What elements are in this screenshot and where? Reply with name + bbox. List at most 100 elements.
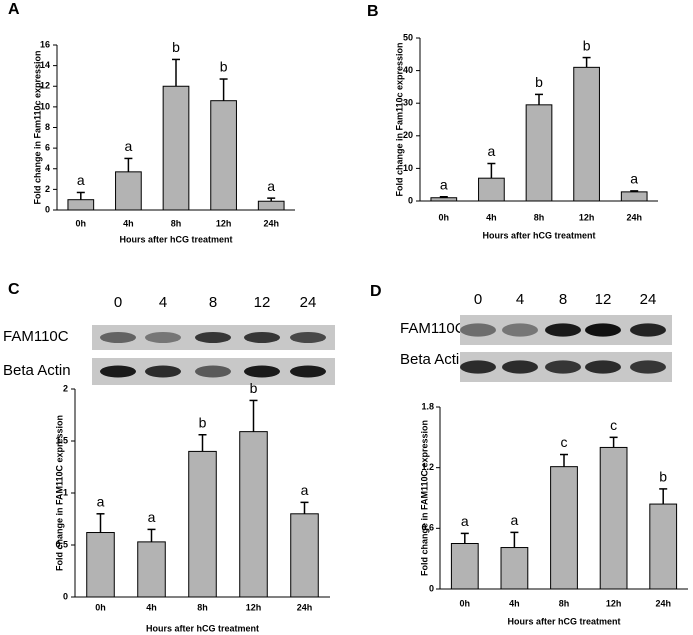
y-tick-label: 20 (403, 130, 413, 140)
significance-letter: a (148, 509, 156, 525)
x-axis-title: Hours after hCG treatment (507, 616, 620, 626)
bar (450, 543, 479, 590)
lane-label: 12 (595, 291, 612, 308)
x-tick-label: 4h (509, 598, 520, 608)
blot-band (585, 323, 621, 337)
x-tick-label: 24h (297, 602, 313, 612)
blot-band (460, 323, 496, 337)
y-tick-label: 14 (40, 60, 50, 70)
bar (290, 513, 319, 598)
y-tick-label: 0 (429, 583, 434, 593)
y-tick-label: 0 (408, 195, 413, 205)
bar (86, 532, 115, 598)
blot-band (195, 332, 231, 343)
significance-letter: a (267, 178, 275, 194)
y-tick-label: 10 (40, 101, 50, 111)
y-tick-label: 0.6 (421, 523, 434, 533)
lane-label: 0 (474, 291, 482, 308)
y-tick-label: 0 (63, 591, 68, 601)
y-tick-label: 1 (63, 487, 68, 497)
x-tick-label: 4h (486, 212, 497, 222)
y-axis-title: Fold change in FAM110C expression (54, 415, 64, 571)
x-tick-label: 24h (626, 212, 642, 222)
x-tick-label: 0h (460, 598, 471, 608)
x-tick-label: 8h (534, 212, 545, 222)
significance-letter: a (77, 172, 85, 188)
blot-band (290, 365, 326, 378)
bar (478, 177, 505, 202)
bar (430, 197, 458, 202)
significance-letter: c (610, 417, 617, 433)
y-tick-label: 1.2 (421, 462, 434, 472)
y-tick-label: 6 (45, 143, 50, 153)
x-tick-label: 8h (197, 602, 208, 612)
x-axis-title: Hours after hCG treatment (482, 230, 595, 240)
blot-band (290, 332, 326, 343)
bar (188, 450, 217, 598)
panel-label: B (367, 3, 379, 20)
significance-letter: a (511, 512, 519, 528)
y-axis-title: Fold change in Fam110c expression (394, 42, 404, 196)
x-tick-label: 4h (123, 218, 134, 228)
x-tick-label: 0h (95, 602, 106, 612)
bar (137, 541, 166, 598)
blot-band (545, 323, 581, 337)
y-tick-label: 30 (403, 98, 413, 108)
y-tick-label: 8 (45, 122, 50, 132)
panel-label: A (8, 1, 20, 18)
bar (67, 199, 95, 211)
blot-band (145, 365, 181, 378)
lane-label: 4 (516, 291, 524, 308)
lane-label: 24 (640, 291, 657, 308)
significance-letter: b (220, 59, 228, 75)
y-tick-label: 1.5 (55, 435, 68, 445)
y-tick-label: 10 (403, 163, 413, 173)
blot-band (502, 360, 538, 374)
blot-row-label: Beta Actin (3, 362, 71, 379)
significance-letter: c (561, 434, 568, 450)
significance-letter: a (301, 482, 309, 498)
y-tick-label: 40 (403, 65, 413, 75)
bar (550, 466, 578, 590)
blot-band (545, 360, 581, 374)
bar (257, 200, 285, 211)
x-tick-label: 24h (263, 218, 279, 228)
significance-letter: a (440, 176, 448, 192)
x-axis-title: Hours after hCG treatment (146, 623, 259, 633)
significance-letter: a (488, 143, 496, 159)
bar (239, 431, 268, 598)
y-axis-title: Fold change in Fam110c expression (32, 50, 42, 204)
blot-band (145, 332, 181, 343)
x-tick-label: 12h (606, 598, 622, 608)
panel-label: C (8, 281, 20, 298)
y-tick-label: 1.8 (421, 401, 434, 411)
y-axis-title: Fold change in FAM110C expression (419, 420, 429, 576)
lane-label: 12 (254, 294, 271, 311)
significance-letter: b (250, 380, 258, 396)
y-tick-label: 0.5 (55, 539, 68, 549)
significance-letter: b (199, 414, 207, 430)
x-tick-label: 8h (171, 218, 182, 228)
significance-letter: a (630, 171, 638, 187)
y-tick-label: 2 (63, 383, 68, 393)
bar (599, 446, 628, 590)
significance-letter: b (659, 469, 667, 485)
blot-band (100, 332, 136, 343)
significance-letter: b (172, 39, 180, 55)
blot-band (195, 365, 231, 378)
significance-letter: a (461, 513, 469, 529)
x-tick-label: 12h (246, 602, 262, 612)
x-axis-title: Hours after hCG treatment (119, 234, 232, 244)
blot-band (100, 365, 136, 378)
bar (162, 85, 190, 211)
bar (210, 100, 237, 211)
blot-band (630, 360, 666, 374)
panel-label: D (370, 283, 382, 300)
significance-letter: a (125, 138, 133, 154)
y-tick-label: 16 (40, 39, 50, 49)
x-tick-label: 12h (216, 218, 232, 228)
significance-letter: a (97, 494, 105, 510)
bar (525, 104, 553, 202)
